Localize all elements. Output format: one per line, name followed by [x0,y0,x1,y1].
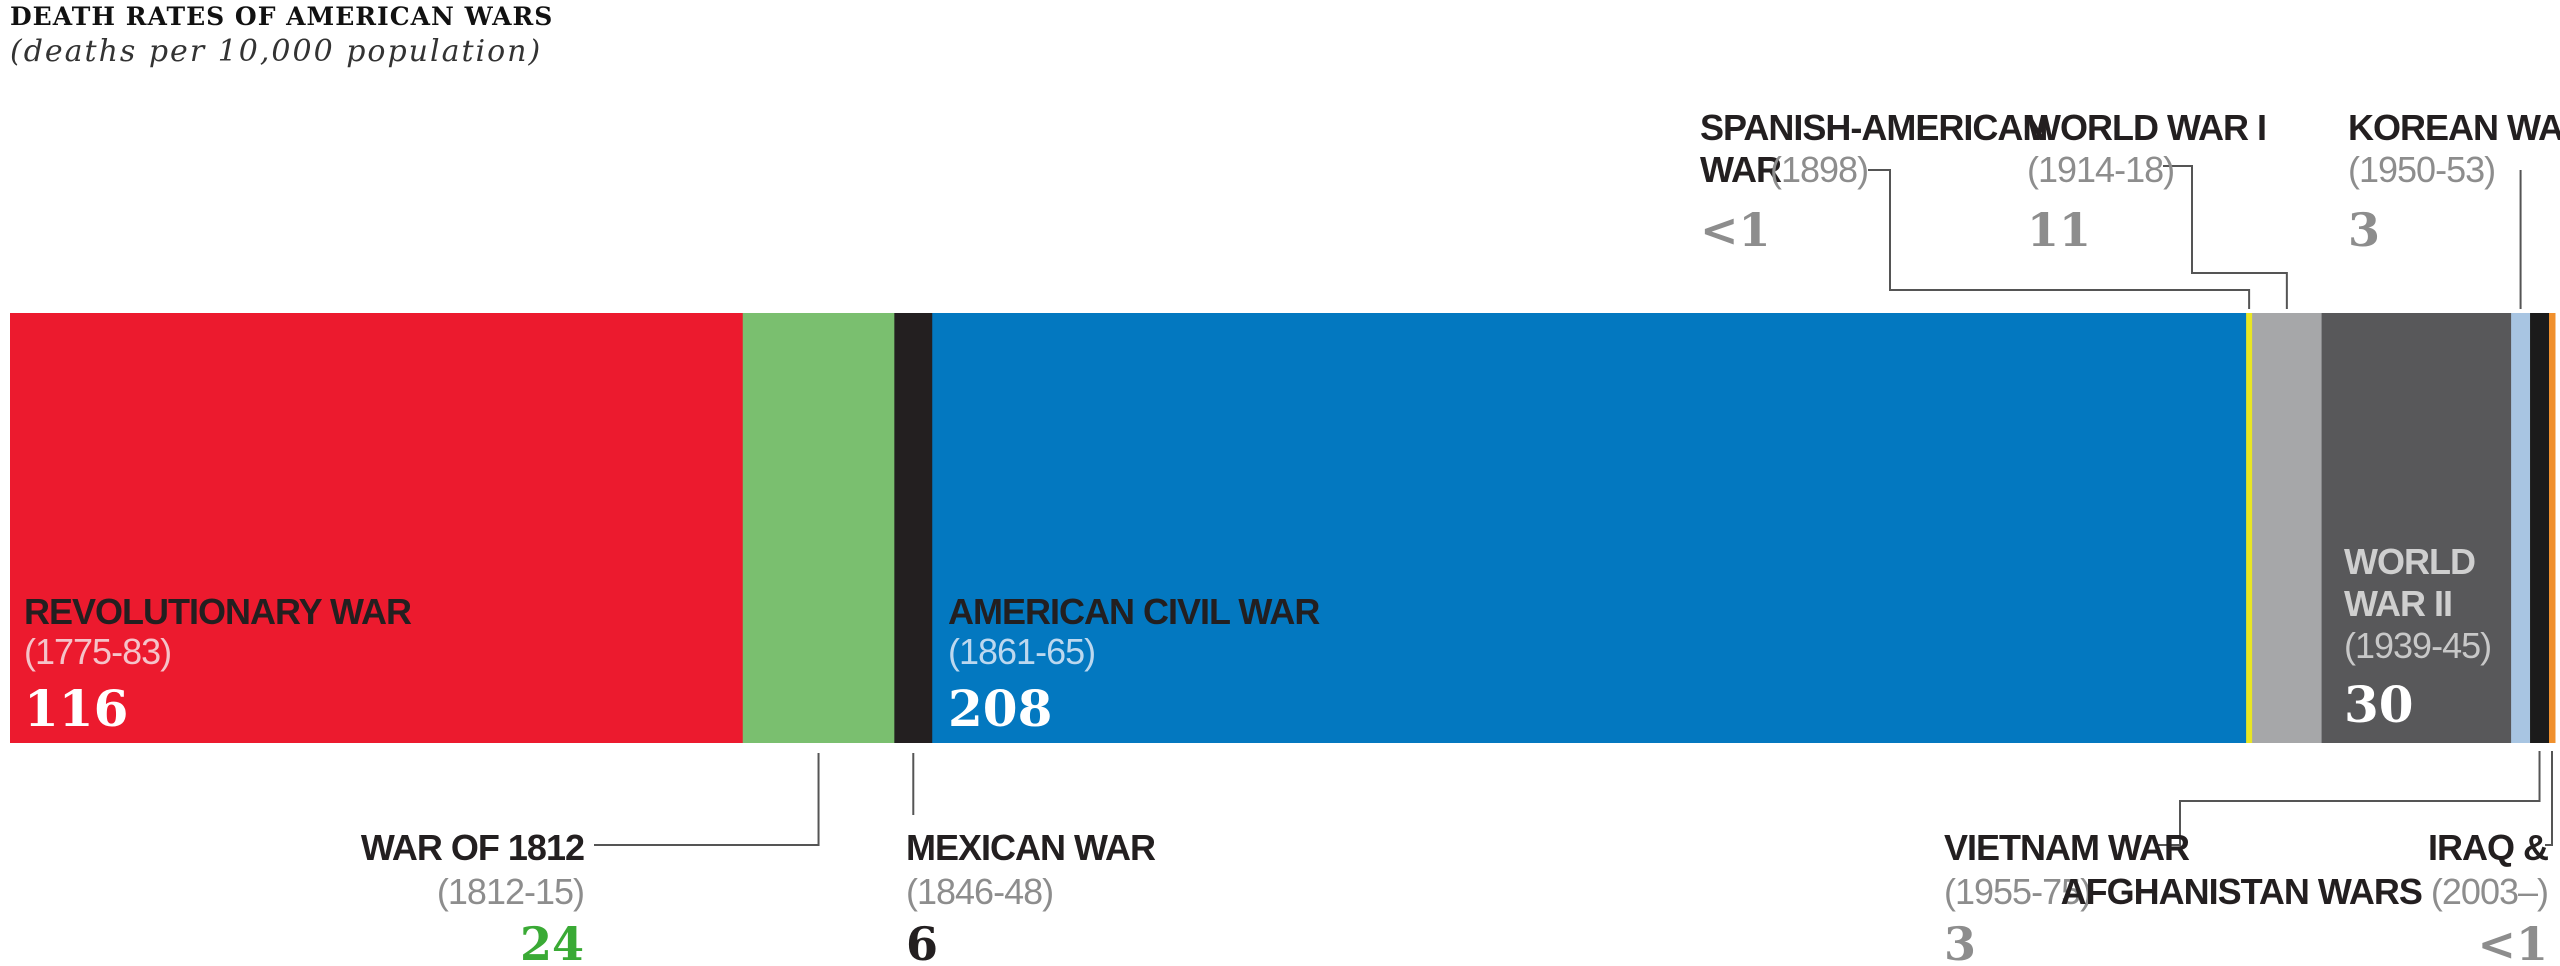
value-label-0: 116 [24,679,128,738]
value-label-3: 208 [948,679,1052,738]
bar-segment-4 [2246,313,2253,743]
chart-title: DEATH RATES OF AMERICAN WARS [10,2,554,31]
value-label-6: 30 [2344,675,2414,734]
war-years-1: (1812-15) [437,871,584,912]
bar-segment-6 [2321,313,2512,743]
leader-line-9 [2545,751,2553,846]
leader-line-5 [2163,165,2288,309]
bar-segment-0 [10,313,744,743]
war-name-6-line1: WORLD [2344,541,2475,582]
war-name-4-line2: WAR [1700,149,1782,190]
war-years-9: (2003–) [2431,871,2548,912]
value-label-5: 11 [2027,203,2091,257]
war-years-6: (1939-45) [2344,625,2491,666]
value-label-4: <1 [1700,203,1771,257]
war-years-0: (1775-83) [24,631,171,672]
war-name-9-tail: AFGHANISTAN WARS [2061,871,2431,912]
bar-segment-7 [2511,313,2531,743]
leader-line-8 [2158,751,2541,846]
war-name-6-line2: WAR II [2344,583,2452,624]
bar-segment-3 [932,313,2247,743]
war-name-1: WAR OF 1812 [361,827,584,868]
war-name-0: REVOLUTIONARY WAR [24,591,412,632]
leader-line-4 [1868,169,2251,309]
leader-line-1 [594,753,820,846]
war-name-3: AMERICAN CIVIL WAR [948,591,1320,632]
value-label-8: 3 [1944,917,1976,966]
war-years-7: (1950-53) [2348,149,2495,190]
war-years-4: (1898) [1770,149,1868,190]
bar-segment-9 [2549,313,2556,743]
war-years-3: (1861-65) [948,631,1095,672]
bar-segment-2 [894,313,933,743]
war-name-4-line1: SPANISH-AMERICAN [1700,107,2047,148]
war-name-9-line1: IRAQ & [2428,827,2548,868]
value-label-7: 3 [2348,203,2380,257]
war-name-5: WORLD WAR I [2027,107,2266,148]
bar-segment-8 [2530,313,2550,743]
value-label-9: <1 [2477,917,2548,966]
war-years-8: (1955-75) [1944,871,2091,912]
war-years-2: (1846-48) [906,871,1053,912]
value-label-1: 24 [520,917,584,966]
bar-segment-1 [742,313,895,743]
value-label-2: 6 [906,917,938,966]
war-name-8: VIETNAM WAR [1944,827,2190,868]
chart-subtitle: (deaths per 10,000 population) [10,34,543,69]
war-years-5: (1914-18) [2027,149,2174,190]
war-name-9-line2: AFGHANISTAN WARS (2003–) [2061,871,2548,912]
war-name-7: KOREAN WAR [2348,107,2560,148]
bar-segment-5 [2252,313,2323,743]
war-name-2: MEXICAN WAR [906,827,1156,868]
